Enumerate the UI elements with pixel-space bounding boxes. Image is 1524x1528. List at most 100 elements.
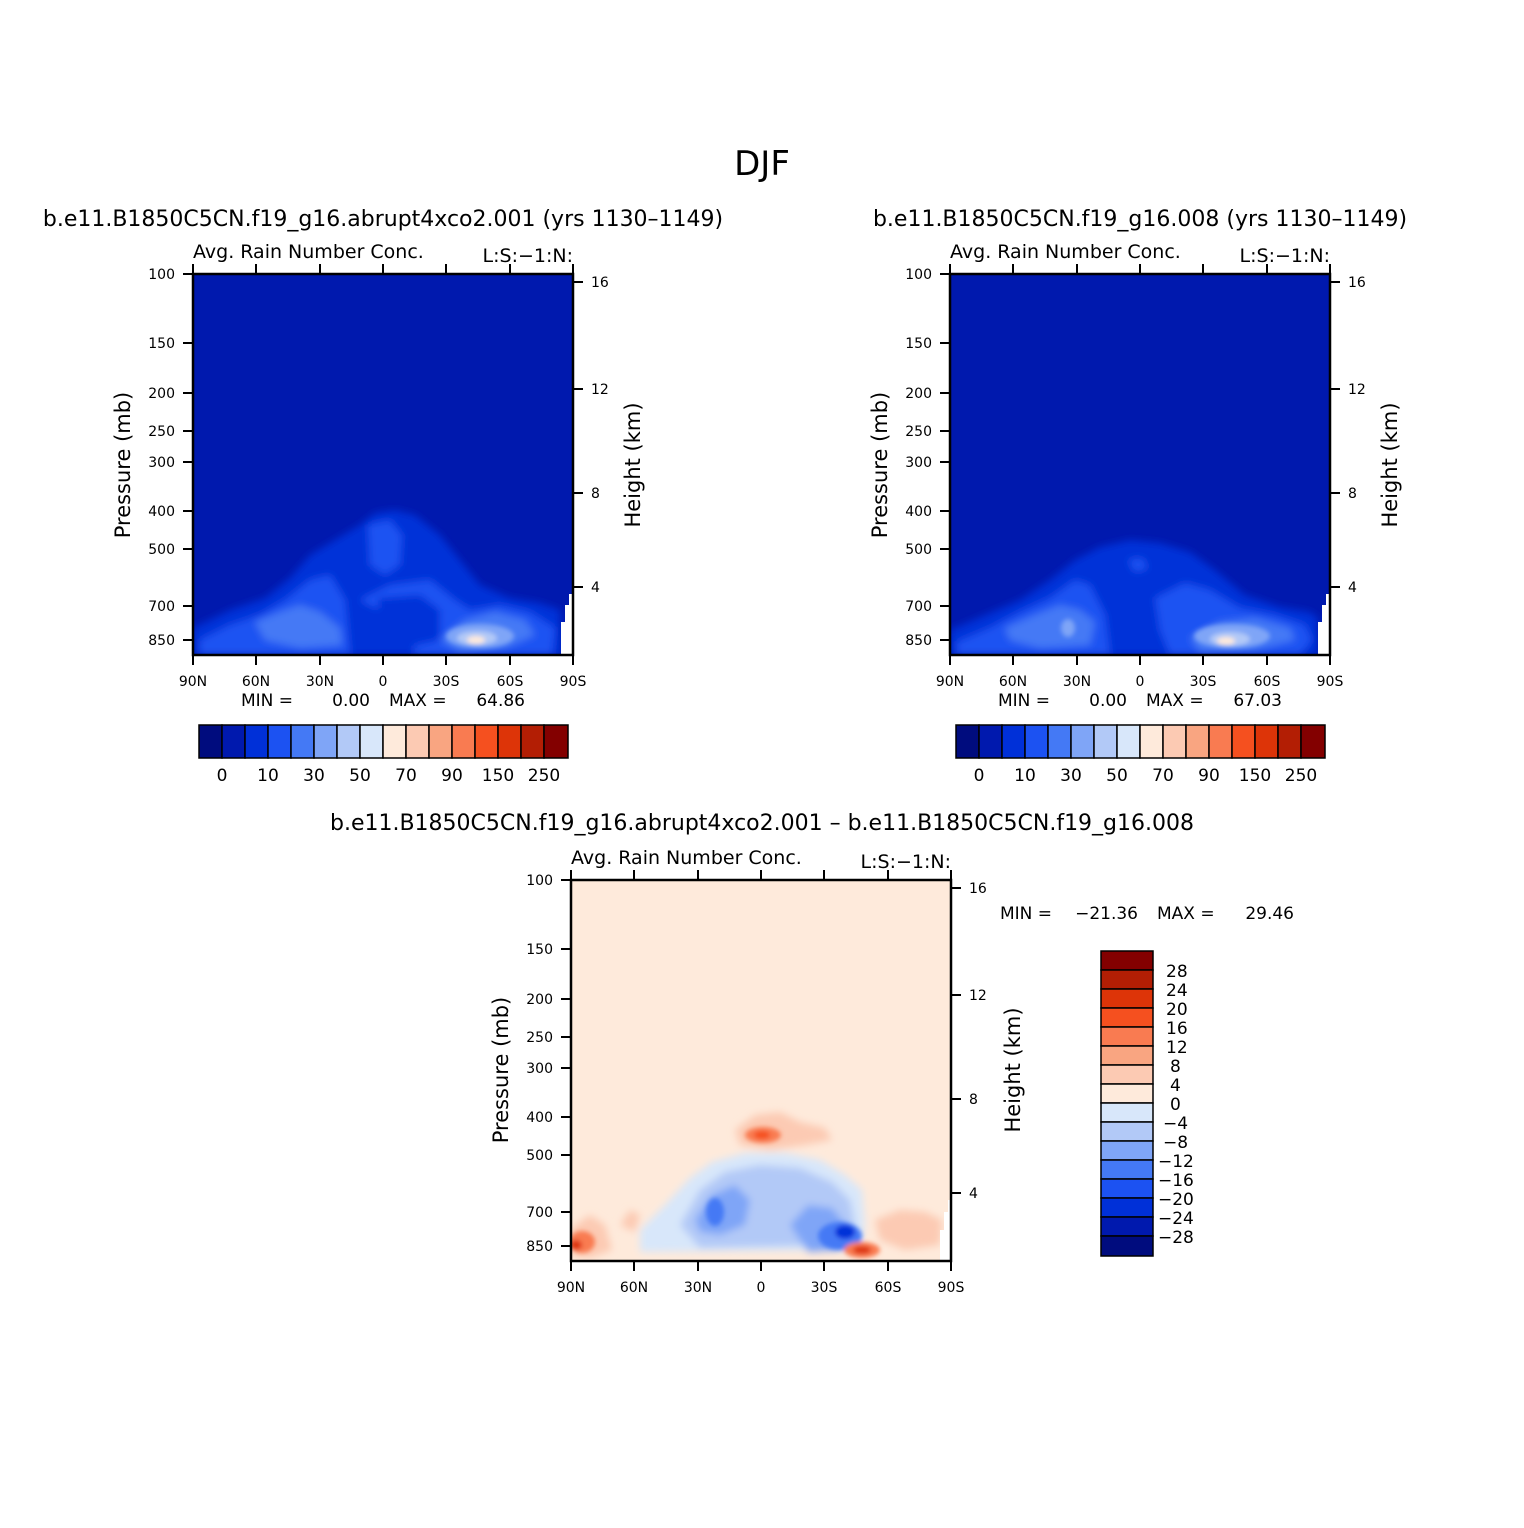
max-value: 67.03 bbox=[1233, 691, 1282, 711]
surface-mask bbox=[1318, 594, 1330, 655]
min-label: MIN = bbox=[998, 691, 1050, 711]
panel-subtitle-left: Avg. Rain Number Conc. bbox=[950, 241, 1181, 263]
colorbar-label: −12 bbox=[1158, 1152, 1194, 1172]
colorbar-labels: 0 10 30 50 70 90 150 250 bbox=[974, 766, 1318, 786]
x-tick-label: 60N bbox=[620, 1280, 648, 1296]
colorbar bbox=[198, 724, 569, 759]
y-tick-label: 300 bbox=[526, 1061, 553, 1077]
colorbar-vertical bbox=[1100, 950, 1154, 1257]
y-tick-labels: 100 150 200 250 300 400 500 700 850 bbox=[905, 267, 932, 649]
y-tick-label: 150 bbox=[148, 336, 175, 352]
contour-high-a bbox=[1005, 605, 1095, 648]
y-tick-label: 100 bbox=[148, 267, 175, 283]
y-tick-label: 300 bbox=[148, 455, 175, 471]
y-right-tick-label: 4 bbox=[1348, 580, 1357, 596]
contour-pos-right bbox=[875, 1210, 942, 1250]
y-tick-label: 700 bbox=[148, 599, 175, 615]
colorbar-label: 70 bbox=[395, 766, 417, 786]
panel-top-right: b.e11.B1850C5CN.f19_g16.008 (yrs 1130–11… bbox=[868, 207, 1407, 786]
page-title: DJF bbox=[734, 144, 790, 184]
y-right-tick-labels: 16 12 8 4 bbox=[1348, 275, 1366, 596]
y-tick-label: 250 bbox=[905, 424, 932, 440]
colorbar-label: −24 bbox=[1158, 1209, 1194, 1229]
contour-pos-cap-peak bbox=[754, 1131, 770, 1139]
x-tick-label: 90N bbox=[936, 674, 964, 690]
x-tick-label: 30N bbox=[684, 1280, 712, 1296]
colorbar-label: 24 bbox=[1166, 981, 1188, 1001]
panel-subtitle-right: L:S:−1:N: bbox=[483, 245, 573, 267]
max-label: MAX = bbox=[389, 691, 447, 711]
colorbar-label: 150 bbox=[1239, 766, 1271, 786]
min-value: 0.00 bbox=[332, 691, 370, 711]
x-tick-labels: 90N 60N 30N 0 30S 60S 90S bbox=[936, 674, 1344, 690]
colorbar-label: −4 bbox=[1163, 1114, 1188, 1134]
colorbar-label: 30 bbox=[303, 766, 325, 786]
colorbar-label: 0 bbox=[974, 766, 985, 786]
x-tick-label: 30S bbox=[433, 674, 460, 690]
colorbar-label: 4 bbox=[1170, 1076, 1181, 1096]
y-axis-right-title: Height (km) bbox=[1378, 402, 1402, 527]
frame-ticks bbox=[183, 264, 583, 665]
y-axis-title: Pressure (mb) bbox=[868, 392, 892, 539]
y-tick-labels: 100 150 200 250 300 400 500 700 850 bbox=[148, 267, 175, 649]
colorbar-label: 28 bbox=[1166, 962, 1188, 982]
y-tick-label: 100 bbox=[905, 267, 932, 283]
panel-subtitle-right: L:S:−1:N: bbox=[861, 851, 951, 873]
y-right-tick-label: 16 bbox=[969, 881, 987, 897]
frame-ticks bbox=[561, 870, 961, 1271]
contour-field bbox=[950, 274, 1330, 655]
colorbar-label: 10 bbox=[1014, 766, 1036, 786]
surface-mask bbox=[561, 594, 573, 655]
x-tick-label: 90N bbox=[557, 1280, 585, 1296]
x-tick-label: 90S bbox=[938, 1280, 965, 1296]
y-tick-label: 400 bbox=[905, 504, 932, 520]
colorbar-label: −28 bbox=[1158, 1228, 1194, 1248]
contour-neg-peak-inner bbox=[835, 1225, 855, 1239]
contour-high-a bbox=[255, 605, 342, 648]
x-tick-labels: 90N 60N 30N 0 30S 60S 90S bbox=[557, 1280, 965, 1296]
y-tick-label: 500 bbox=[148, 542, 175, 558]
x-tick-label: 90N bbox=[179, 674, 207, 690]
x-tick-label: 0 bbox=[379, 674, 388, 690]
x-tick-label: 60S bbox=[1254, 674, 1281, 690]
colorbar-label: 0 bbox=[1170, 1095, 1181, 1115]
y-right-tick-label: 16 bbox=[1348, 275, 1366, 291]
contour-spot bbox=[1061, 619, 1075, 637]
y-tick-label: 100 bbox=[526, 873, 553, 889]
y-tick-label: 250 bbox=[148, 424, 175, 440]
min-value: 0.00 bbox=[1089, 691, 1127, 711]
y-tick-label: 300 bbox=[905, 455, 932, 471]
x-tick-label: 0 bbox=[757, 1280, 766, 1296]
x-tick-label: 60S bbox=[497, 674, 524, 690]
max-label: MAX = bbox=[1157, 904, 1215, 924]
y-tick-label: 200 bbox=[905, 386, 932, 402]
x-tick-label: 60S bbox=[875, 1280, 902, 1296]
y-right-tick-label: 4 bbox=[969, 1186, 978, 1202]
panel-top-left: b.e11.B1850C5CN.f19_g16.abrupt4xco2.001 … bbox=[43, 207, 723, 786]
y-tick-label: 250 bbox=[526, 1030, 553, 1046]
colorbar-label: 30 bbox=[1060, 766, 1082, 786]
x-tick-label: 90S bbox=[1317, 674, 1344, 690]
contour-neg-small bbox=[706, 1198, 724, 1226]
colorbar-label: 150 bbox=[482, 766, 514, 786]
colorbar-label: 8 bbox=[1170, 1057, 1181, 1077]
colorbar-label: 10 bbox=[257, 766, 279, 786]
colorbar-label: 12 bbox=[1166, 1038, 1188, 1058]
panel-subtitle-right: L:S:−1:N: bbox=[1240, 245, 1330, 267]
y-tick-label: 150 bbox=[905, 336, 932, 352]
colorbar-labels: 28 24 20 16 12 8 4 0 −4 −8 −12 −16 −20 −… bbox=[1158, 962, 1194, 1248]
colorbar-label: −8 bbox=[1163, 1133, 1188, 1153]
colorbar-labels: 0 10 30 50 70 90 150 250 bbox=[217, 766, 561, 786]
y-axis-right-title: Height (km) bbox=[1001, 1007, 1025, 1132]
y-right-tick-label: 12 bbox=[969, 988, 987, 1004]
y-tick-label: 850 bbox=[526, 1239, 553, 1255]
y-tick-label: 150 bbox=[526, 942, 553, 958]
x-tick-label: 0 bbox=[1136, 674, 1145, 690]
x-tick-labels: 90N 60N 30N 0 30S 60S 90S bbox=[179, 674, 587, 690]
colorbar-label: 90 bbox=[1198, 766, 1220, 786]
frame-ticks bbox=[940, 264, 1340, 665]
x-tick-label: 30N bbox=[306, 674, 334, 690]
colorbar-label: 90 bbox=[441, 766, 463, 786]
y-right-tick-label: 12 bbox=[1348, 382, 1366, 398]
